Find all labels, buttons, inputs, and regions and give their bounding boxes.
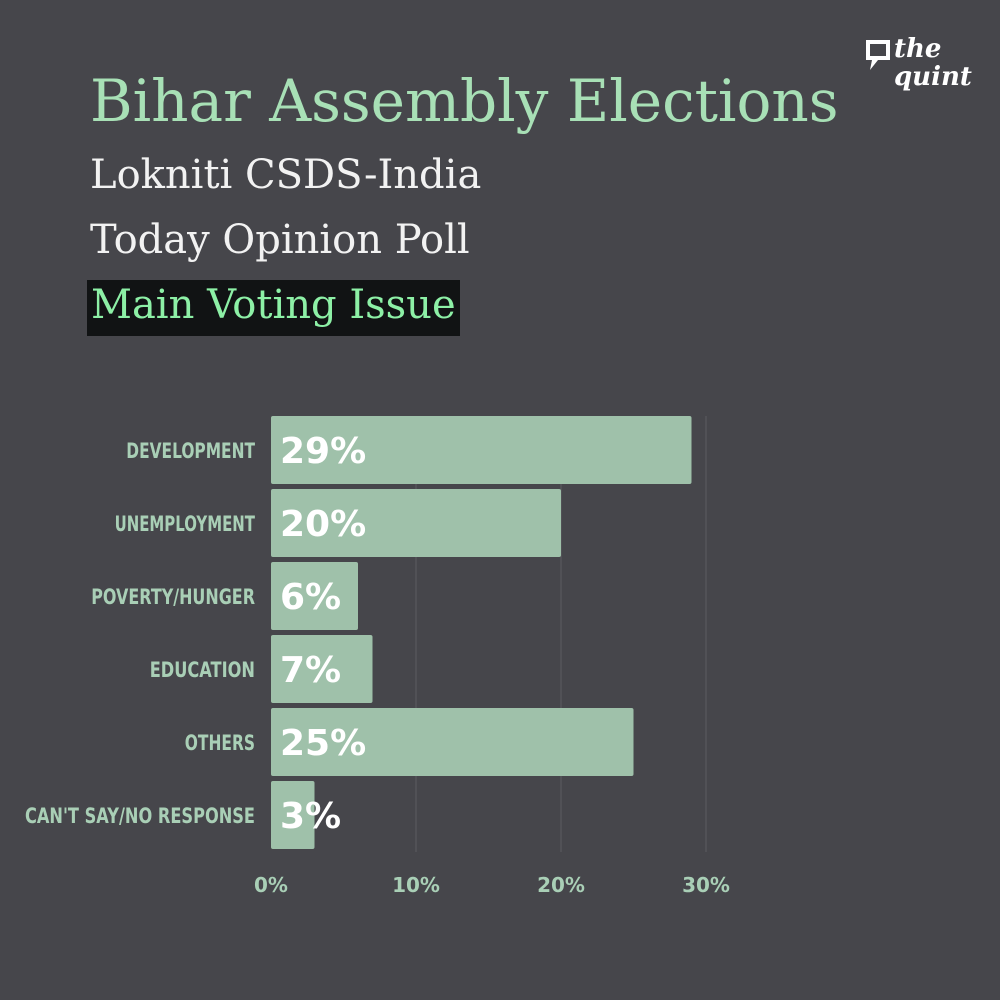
chart-subtitle-poll: Today Opinion Poll (90, 217, 470, 263)
logo-text-the: the (894, 34, 942, 64)
x-tick-label: 30% (682, 873, 730, 897)
chart-subtitle-source: Lokniti CSDS-India (90, 152, 482, 198)
category-label: POVERTY/HUNGER (91, 585, 255, 609)
x-tick-label: 20% (537, 873, 585, 897)
x-tick-label: 10% (392, 873, 440, 897)
bar-value-label: 29% (280, 431, 366, 472)
chart-topic-label: Main Voting Issue (87, 280, 460, 336)
bar (271, 489, 561, 557)
category-label: OTHERS (185, 731, 255, 755)
bar (271, 635, 373, 703)
category-label: EDUCATION (150, 658, 255, 682)
bar-value-label: 6% (280, 577, 341, 618)
bar (271, 781, 315, 849)
bar-value-label: 20% (280, 504, 366, 545)
bar-value-label: 7% (280, 650, 341, 691)
category-label: CAN'T SAY/NO RESPONSE (25, 804, 255, 828)
logo-text-quint: quint (894, 62, 972, 92)
quint-speech-bubble-icon (866, 40, 890, 70)
bar (271, 562, 358, 630)
bar-value-label: 25% (280, 723, 366, 764)
chart-title: Bihar Assembly Elections (90, 67, 839, 135)
category-label: DEVELOPMENT (126, 439, 255, 463)
bar (271, 416, 692, 484)
category-label: UNEMPLOYMENT (115, 512, 256, 536)
x-tick-label: 0% (254, 873, 288, 897)
bar-value-label: 3% (280, 796, 341, 837)
bar (271, 708, 634, 776)
brand-logo: the quint (862, 36, 982, 106)
